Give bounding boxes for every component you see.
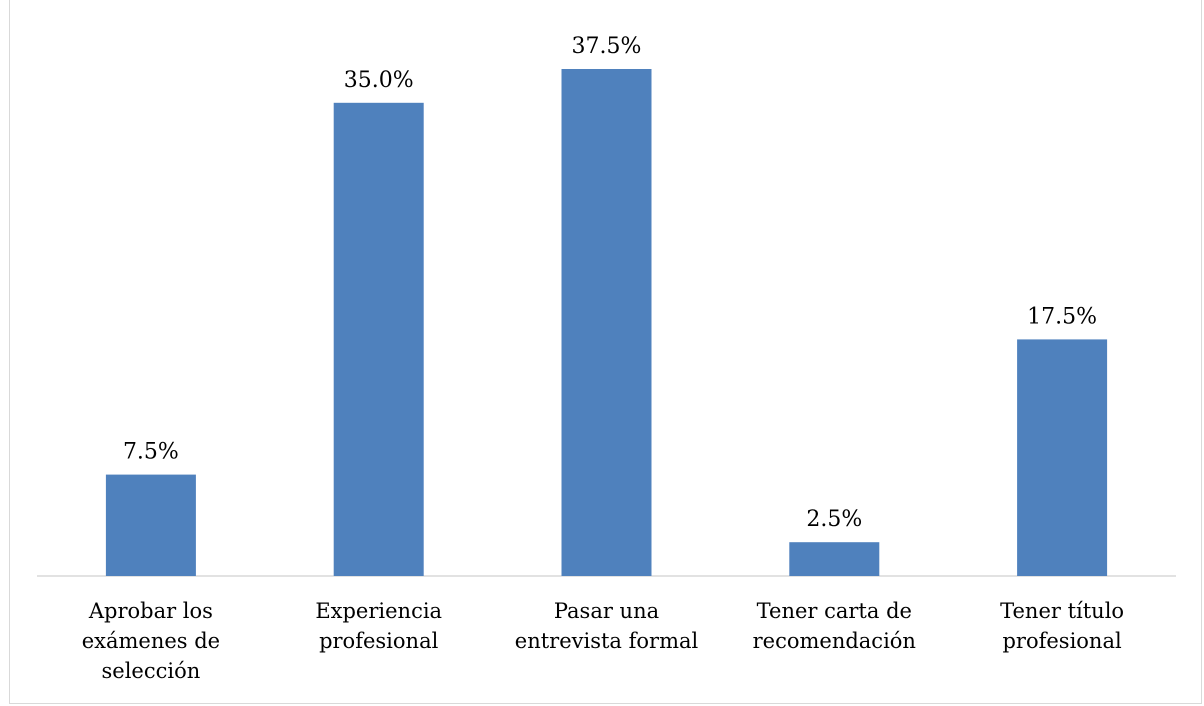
category-label-1: Aprobar los exámenes de selección xyxy=(82,599,220,683)
category-label-line: Pasar una xyxy=(554,599,659,623)
bars-group xyxy=(105,69,1108,577)
data-label-3: 37.5% xyxy=(572,34,642,59)
data-label-2: 35.0% xyxy=(344,68,414,93)
bar-5 xyxy=(1017,339,1108,576)
category-label-line: recomendación xyxy=(753,629,916,653)
category-labels-group: Aprobar los exámenes de selección Experienc… xyxy=(82,599,1124,683)
category-label-line: profesional xyxy=(319,629,439,653)
category-label-line: Aprobar los xyxy=(88,599,213,623)
data-labels-group: 7.5% 35.0% 37.5% 2.5% 17.5% xyxy=(123,34,1097,532)
category-label-line: selección xyxy=(102,659,201,683)
category-label-4: Tener carta de recomendación xyxy=(753,599,916,653)
chart-frame xyxy=(9,0,1202,704)
category-label-5: Tener título profesional xyxy=(1000,599,1124,653)
data-label-1: 7.5% xyxy=(123,440,179,465)
category-label-line: Tener carta de xyxy=(757,599,912,623)
category-label-line: exámenes de xyxy=(82,629,220,653)
category-label-3: Pasar una entrevista formal xyxy=(515,599,699,653)
category-label-line: entrevista formal xyxy=(515,629,699,653)
bar-4 xyxy=(789,542,880,576)
category-label-line: Tener título xyxy=(1000,599,1124,623)
data-label-4: 2.5% xyxy=(806,507,862,532)
bar-2 xyxy=(333,102,424,577)
category-label-2: Experiencia profesional xyxy=(315,599,442,653)
category-label-line: profesional xyxy=(1002,629,1122,653)
bar-1 xyxy=(105,474,196,576)
data-label-5: 17.5% xyxy=(1027,304,1097,329)
category-label-line: Experiencia xyxy=(315,599,442,623)
bar-3 xyxy=(561,69,652,576)
